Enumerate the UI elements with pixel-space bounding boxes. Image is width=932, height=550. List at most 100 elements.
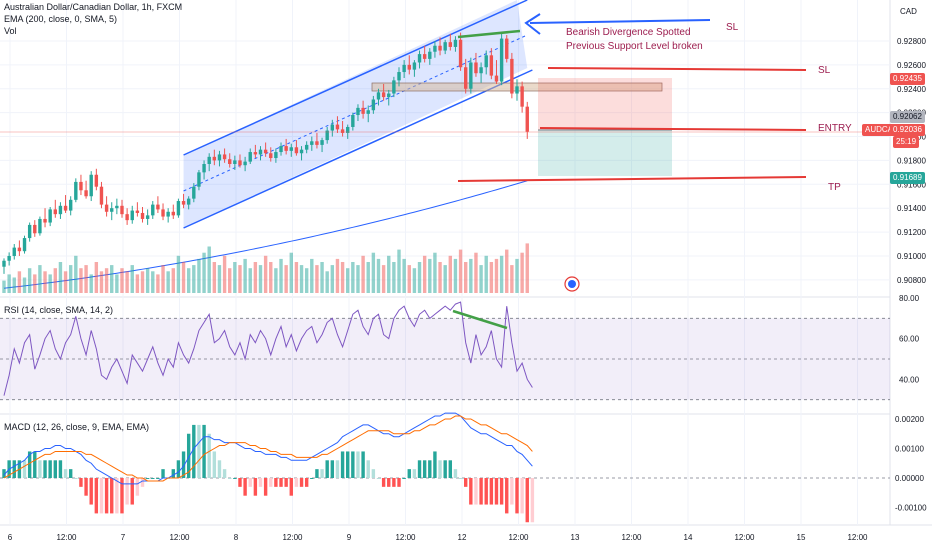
time-axis[interactable]: 6 12:00 7 12:00 8 12:00 9 12:00 12 12:00 13 12:00 14… bbox=[8, 533, 868, 542]
macd-histogram-bar bbox=[104, 478, 109, 514]
volume-bar bbox=[17, 271, 22, 293]
macd-histogram-bar bbox=[310, 478, 314, 479]
candle-body bbox=[494, 75, 499, 82]
volume-bar bbox=[43, 271, 47, 293]
tp-line bbox=[457, 176, 807, 182]
candle-body bbox=[7, 255, 11, 261]
candle-body bbox=[156, 204, 160, 210]
volume-bar bbox=[479, 265, 483, 293]
candle-body bbox=[166, 211, 170, 217]
price-tick-label: 0.92400 bbox=[897, 85, 926, 94]
volume-bar bbox=[151, 271, 155, 293]
last-price-tag: 0.92062 bbox=[890, 111, 925, 123]
candle-body bbox=[274, 152, 278, 159]
macd-tick-label: -0.00100 bbox=[895, 504, 927, 513]
macd-tick-label: 0.00200 bbox=[895, 415, 924, 424]
macd-histogram-bar bbox=[402, 478, 406, 479]
macd-histogram-bar bbox=[171, 469, 175, 478]
macd-histogram-bar bbox=[453, 469, 458, 478]
volume-bar bbox=[351, 262, 355, 293]
candle-body bbox=[63, 205, 68, 211]
candle-body bbox=[458, 39, 463, 68]
countdown-tag: 25:19 bbox=[893, 136, 920, 148]
macd-histogram-bar bbox=[22, 460, 27, 478]
candle-body bbox=[448, 42, 453, 47]
candle-body bbox=[474, 62, 478, 74]
volume-bar bbox=[89, 274, 93, 293]
sl-price-tag: 0.92435 bbox=[890, 73, 925, 85]
tp-label: TP bbox=[828, 182, 841, 193]
candle-body bbox=[284, 146, 288, 151]
macd-histogram-bar bbox=[233, 478, 237, 479]
candle-body bbox=[294, 147, 299, 154]
price-tick-label: 0.91800 bbox=[897, 156, 926, 165]
volume-legend[interactable]: Vol bbox=[4, 26, 17, 36]
macd-legend[interactable]: MACD (12, 26, close, 9, EMA, EMA) bbox=[4, 422, 150, 432]
macd-histogram-bar bbox=[412, 469, 417, 478]
time-tick-label: 12:00 bbox=[395, 533, 416, 542]
volume-bar bbox=[202, 252, 206, 293]
macd-histogram-bar bbox=[361, 451, 365, 478]
macd-histogram-bar bbox=[304, 478, 309, 487]
candle-body bbox=[186, 198, 191, 205]
macd-histogram-bar bbox=[258, 478, 263, 487]
macd-histogram-bar bbox=[212, 451, 217, 478]
price-tick-label: 0.91200 bbox=[897, 228, 926, 237]
macd-histogram-bar bbox=[510, 478, 514, 505]
candle-body bbox=[484, 55, 488, 68]
macd-histogram-bar bbox=[407, 469, 411, 478]
volume-bar bbox=[22, 277, 27, 293]
volume-bar bbox=[412, 268, 417, 293]
macd-histogram-bar bbox=[12, 460, 16, 478]
macd-histogram-bar bbox=[135, 478, 140, 496]
candle-body bbox=[346, 126, 350, 133]
volume-bar bbox=[464, 262, 468, 293]
rsi-legend[interactable]: RSI (14, close, SMA, 14, 2) bbox=[4, 305, 114, 315]
candle-body bbox=[376, 92, 381, 100]
sl-line bbox=[547, 67, 807, 71]
volume-bar bbox=[258, 265, 263, 293]
volume-bar bbox=[453, 258, 458, 293]
candle-body bbox=[304, 144, 309, 150]
volume-bar bbox=[125, 271, 129, 293]
time-tick-label: 9 bbox=[347, 533, 352, 542]
macd-histogram-bar bbox=[156, 478, 160, 479]
macd-histogram-bar bbox=[151, 478, 155, 479]
candle-body bbox=[176, 201, 181, 216]
macd-histogram-bar bbox=[58, 460, 63, 478]
volume-bar bbox=[356, 265, 360, 293]
candle-body bbox=[489, 55, 494, 76]
time-tick-label: 7 bbox=[121, 533, 126, 542]
ema-legend[interactable]: EMA (200, close, 0, SMA, 5) bbox=[4, 14, 118, 24]
ascending-channel[interactable] bbox=[183, 0, 533, 229]
volume-bar bbox=[505, 249, 509, 293]
volume-bar bbox=[212, 262, 217, 293]
candle-body bbox=[428, 51, 432, 59]
volume-bar bbox=[161, 265, 165, 293]
macd-histogram-bar bbox=[145, 478, 150, 479]
rsi-panel bbox=[0, 301, 890, 401]
volume-bar bbox=[407, 265, 411, 293]
candle-body bbox=[243, 161, 247, 166]
macd-histogram-bar bbox=[27, 451, 32, 478]
price-tick-label: 0.90800 bbox=[897, 276, 926, 285]
candle-body bbox=[48, 209, 52, 223]
time-tick-label: 8 bbox=[234, 533, 239, 542]
volume-bar bbox=[33, 274, 37, 293]
price-tick-label: 0.91400 bbox=[897, 204, 926, 213]
annotation-lines[interactable] bbox=[0, 13, 890, 292]
candle-body bbox=[263, 149, 268, 154]
macd-tick-label: 0.00100 bbox=[895, 445, 924, 454]
volume-bar bbox=[233, 262, 237, 293]
position-zones[interactable] bbox=[371, 78, 672, 176]
volume-bar bbox=[110, 265, 114, 293]
candle-body bbox=[387, 93, 391, 98]
candle-body bbox=[89, 174, 93, 197]
candle-body bbox=[520, 86, 524, 107]
volume-bar bbox=[79, 268, 83, 293]
candle-body bbox=[53, 209, 57, 215]
price-axis[interactable]: 0.928000.926000.924000.922000.920000.918… bbox=[895, 37, 927, 513]
candle-body bbox=[515, 86, 519, 94]
macd-histogram-bar bbox=[2, 469, 6, 478]
